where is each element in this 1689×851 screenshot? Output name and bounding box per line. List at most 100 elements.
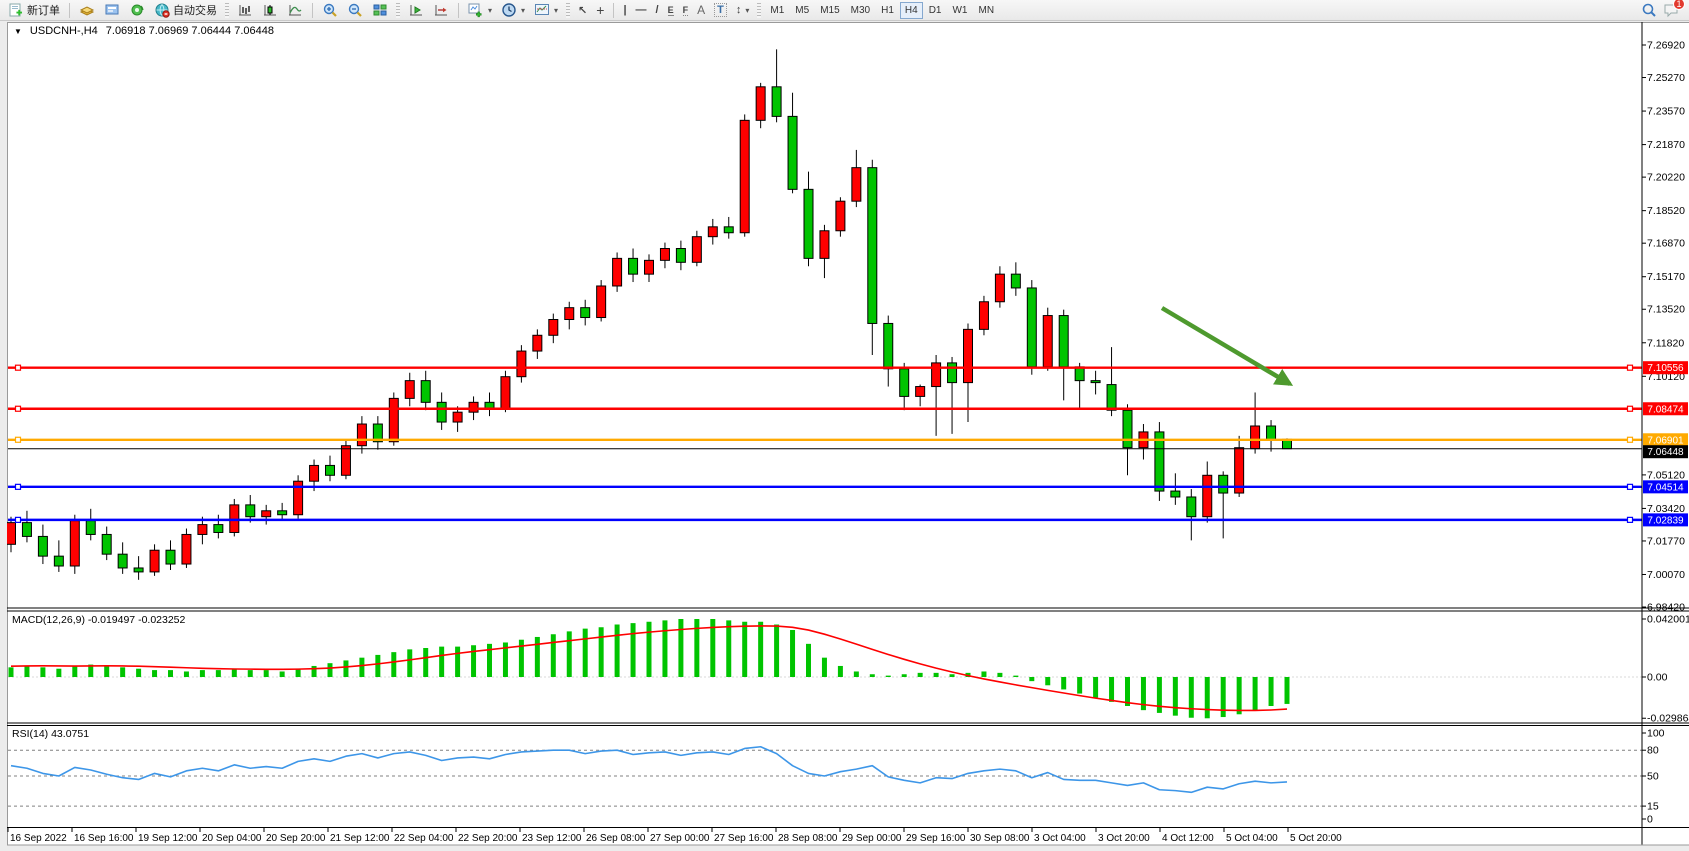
trend-arrow[interactable] bbox=[1160, 306, 1294, 386]
autotrading-button[interactable]: 自动交易 bbox=[150, 1, 221, 20]
chart-shift-button[interactable] bbox=[429, 1, 453, 20]
horizontal-level-line[interactable] bbox=[8, 436, 1642, 443]
bar-chart-button[interactable] bbox=[233, 1, 257, 20]
zoom-out-button[interactable] bbox=[343, 1, 367, 20]
price-axis-tick-label: 7.03420 bbox=[1647, 503, 1685, 515]
toolbar-grip bbox=[757, 2, 762, 18]
candle bbox=[883, 315, 894, 387]
market-watch-button[interactable] bbox=[100, 1, 124, 20]
horizontal-level-line[interactable] bbox=[8, 516, 1642, 523]
price-axis-tick-label: 7.26920 bbox=[1647, 40, 1685, 52]
line-drag-handle[interactable] bbox=[1626, 516, 1634, 523]
horizontal-level-line[interactable] bbox=[8, 405, 1642, 412]
horizontal-line-tool-button[interactable]: — bbox=[632, 1, 651, 20]
arrows-tool-button[interactable]: ↕ ▾ bbox=[732, 1, 754, 20]
candle bbox=[1202, 461, 1213, 523]
candle bbox=[245, 495, 256, 523]
horizontal-level-line[interactable] bbox=[8, 483, 1642, 490]
arrows-tool-icon: ↕ bbox=[735, 4, 742, 16]
time-axis-label: 22 Sep 20:00 bbox=[458, 833, 518, 844]
price-axis-tick-label: 7.01770 bbox=[1647, 535, 1685, 547]
price-chart-canvas[interactable]: 7.26920 7.25270 7.23570 7.21870 7.20220 7.185… bbox=[7, 22, 1689, 851]
candle-body bbox=[181, 533, 192, 565]
candle-body bbox=[994, 273, 1005, 303]
equidistant-channel-tool-button[interactable]: E bbox=[664, 1, 678, 20]
timeframe-h4[interactable]: H4 bbox=[899, 1, 923, 19]
auto-scroll-button[interactable] bbox=[404, 1, 428, 20]
candle-body bbox=[803, 188, 814, 259]
candle bbox=[1186, 489, 1197, 541]
vertical-line-tool-button[interactable]: | bbox=[619, 1, 630, 20]
line-drag-handle[interactable] bbox=[14, 405, 22, 412]
zoom-in-button[interactable] bbox=[318, 1, 342, 20]
clock-icon bbox=[501, 2, 517, 18]
candle-body bbox=[356, 423, 367, 447]
line-drag-handle[interactable] bbox=[14, 483, 22, 490]
text-tool-button[interactable]: A bbox=[693, 1, 709, 20]
line-drag-handle[interactable] bbox=[14, 516, 22, 523]
fibonacci-tool-button[interactable]: F bbox=[679, 1, 693, 20]
periods-button[interactable]: ▾ bbox=[497, 1, 529, 20]
line-drag-handle[interactable] bbox=[1626, 483, 1634, 490]
search-icon[interactable] bbox=[1641, 2, 1657, 18]
candle bbox=[915, 384, 926, 407]
line-drag-handle[interactable] bbox=[1626, 364, 1634, 371]
candle-body bbox=[963, 328, 973, 384]
candle bbox=[340, 439, 351, 480]
price-level-axis-label: 7.06448 bbox=[1643, 445, 1688, 459]
timeframe-w1[interactable]: W1 bbox=[952, 4, 968, 16]
price-axis-tick-label: 7.16870 bbox=[1647, 238, 1685, 250]
candle bbox=[1266, 420, 1277, 452]
time-axis[interactable]: 16 Sep 2022 16 Sep 16:00 19 Sep 12:00 20 Se… bbox=[7, 828, 1342, 844]
candle-body bbox=[340, 445, 351, 476]
candle-body bbox=[277, 510, 288, 516]
candle bbox=[580, 299, 591, 326]
macd-panel bbox=[8, 618, 1642, 719]
line-chart-button[interactable] bbox=[283, 1, 307, 20]
candlestick-series bbox=[7, 49, 1292, 580]
trendline-tool-button[interactable]: / bbox=[652, 1, 663, 20]
candle-body bbox=[229, 504, 240, 533]
candle-body bbox=[723, 226, 734, 234]
cursor-tool-button[interactable]: ↖ bbox=[574, 1, 591, 20]
line-drag-handle[interactable] bbox=[14, 436, 22, 443]
signals-button[interactable] bbox=[125, 1, 149, 20]
symbols-button[interactable] bbox=[75, 1, 99, 20]
templates-button[interactable]: ▾ bbox=[530, 1, 562, 20]
timeframe-m30[interactable]: M30 bbox=[850, 4, 871, 16]
crosshair-icon: + bbox=[596, 2, 605, 18]
line-drag-handle[interactable] bbox=[14, 364, 22, 371]
timeframe-h1[interactable]: H1 bbox=[881, 4, 894, 16]
price-axis[interactable]: 7.26920 7.25270 7.23570 7.21870 7.20220 7.185… bbox=[1642, 40, 1689, 826]
chat-icon[interactable]: 1 bbox=[1663, 0, 1685, 18]
price-level-axis-label: 7.06901 bbox=[1643, 433, 1688, 447]
price-axis-tick-label: 7.13520 bbox=[1647, 304, 1685, 316]
new-order-button[interactable]: 新订单 bbox=[4, 1, 64, 20]
candle-body bbox=[564, 307, 575, 321]
timeframe-m5[interactable]: M5 bbox=[795, 4, 810, 16]
timeframe-d1[interactable]: D1 bbox=[928, 4, 942, 16]
collapse-chart-icon[interactable]: ▼ bbox=[14, 26, 22, 36]
candle-body bbox=[675, 248, 686, 263]
candle bbox=[213, 514, 224, 539]
crosshair-tool-button[interactable]: + bbox=[592, 1, 608, 20]
line-drag-handle[interactable] bbox=[1626, 436, 1634, 443]
timeframe-m15[interactable]: M15 bbox=[820, 4, 840, 16]
fibonacci-icon: F bbox=[682, 4, 689, 16]
timeframe-m1[interactable]: M1 bbox=[770, 4, 785, 16]
new-order-label: 新订单 bbox=[27, 5, 60, 17]
macd-axis-label: 0.00 bbox=[1647, 672, 1668, 684]
timeframe-mn[interactable]: MN bbox=[978, 4, 995, 16]
candle-body bbox=[1090, 380, 1101, 384]
new-chart-button[interactable]: ▾ bbox=[464, 1, 496, 20]
candle bbox=[947, 356, 958, 434]
horizontal-level-line[interactable] bbox=[8, 364, 1642, 371]
label-tool-button[interactable]: T bbox=[710, 1, 731, 20]
tile-windows-button[interactable] bbox=[368, 1, 392, 20]
candlestick-chart-button[interactable] bbox=[258, 1, 282, 20]
candle-body bbox=[516, 350, 527, 378]
candle-body bbox=[1042, 315, 1053, 368]
candle bbox=[1154, 422, 1165, 501]
candle bbox=[165, 540, 176, 570]
line-drag-handle[interactable] bbox=[1626, 405, 1634, 412]
